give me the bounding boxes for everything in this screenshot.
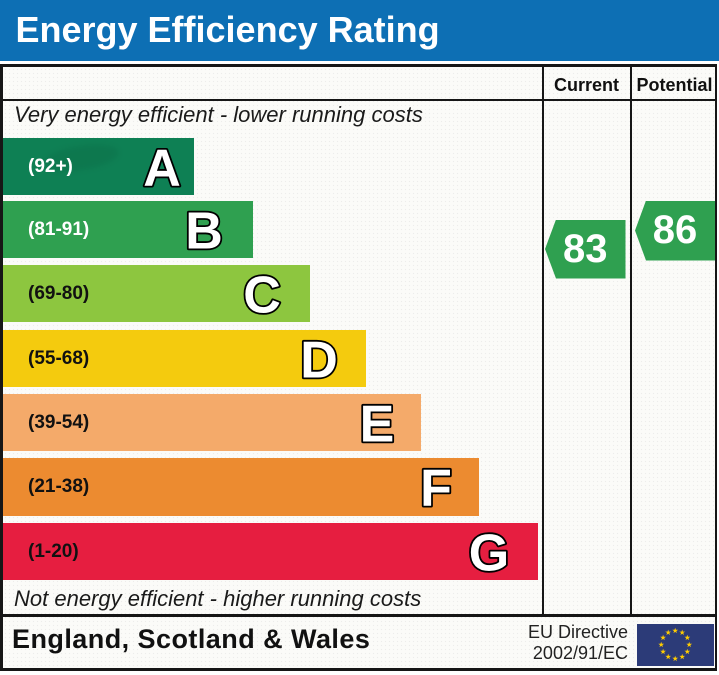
svg-text:A: A (143, 139, 181, 195)
svg-text:B: B (185, 202, 223, 258)
svg-text:E: E (359, 395, 394, 451)
svg-text:C: C (243, 266, 281, 322)
svg-text:F: F (420, 460, 452, 517)
svg-text:G: G (468, 524, 508, 580)
svg-text:D: D (300, 331, 338, 387)
